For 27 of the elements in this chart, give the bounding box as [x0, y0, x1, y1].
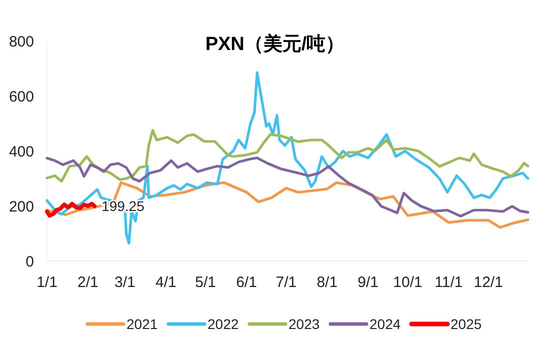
- x-tick-label: 8/1: [316, 274, 338, 291]
- chart-title: PXN（美元/吨）: [205, 33, 345, 55]
- legend-label: 2022: [208, 316, 239, 332]
- line-series: [46, 156, 530, 218]
- x-tick-label: 10/1: [393, 274, 422, 291]
- x-tick-label: 1/1: [36, 274, 58, 291]
- x-tick-label: 2/1: [78, 274, 98, 291]
- x-tick-label: 12/1: [474, 274, 503, 291]
- y-tick-label: 200: [8, 198, 34, 216]
- x-tick-label: 3/1: [114, 274, 136, 291]
- legend-label: 2021: [126, 316, 158, 332]
- y-tick-label: 600: [8, 88, 34, 106]
- legend-label: 2025: [450, 316, 482, 332]
- x-tick-label: 9/1: [358, 274, 379, 291]
- legend-label: 2024: [370, 316, 401, 332]
- x-tick-label: 4/1: [156, 274, 176, 291]
- line-series: [46, 71, 530, 244]
- x-tick-label: 7/1: [276, 274, 297, 291]
- x-tick-label: 5/1: [195, 274, 216, 291]
- y-tick-label: 400: [8, 143, 34, 160]
- y-tick-label: 800: [8, 33, 34, 50]
- legend-label: 2023: [288, 316, 320, 332]
- x-tick-label: 11/1: [434, 274, 463, 291]
- line-series: [46, 129, 530, 183]
- x-tick-label: 6/1: [236, 274, 257, 291]
- y-tick-label: 0: [26, 253, 34, 270]
- line-series: [45, 202, 97, 218]
